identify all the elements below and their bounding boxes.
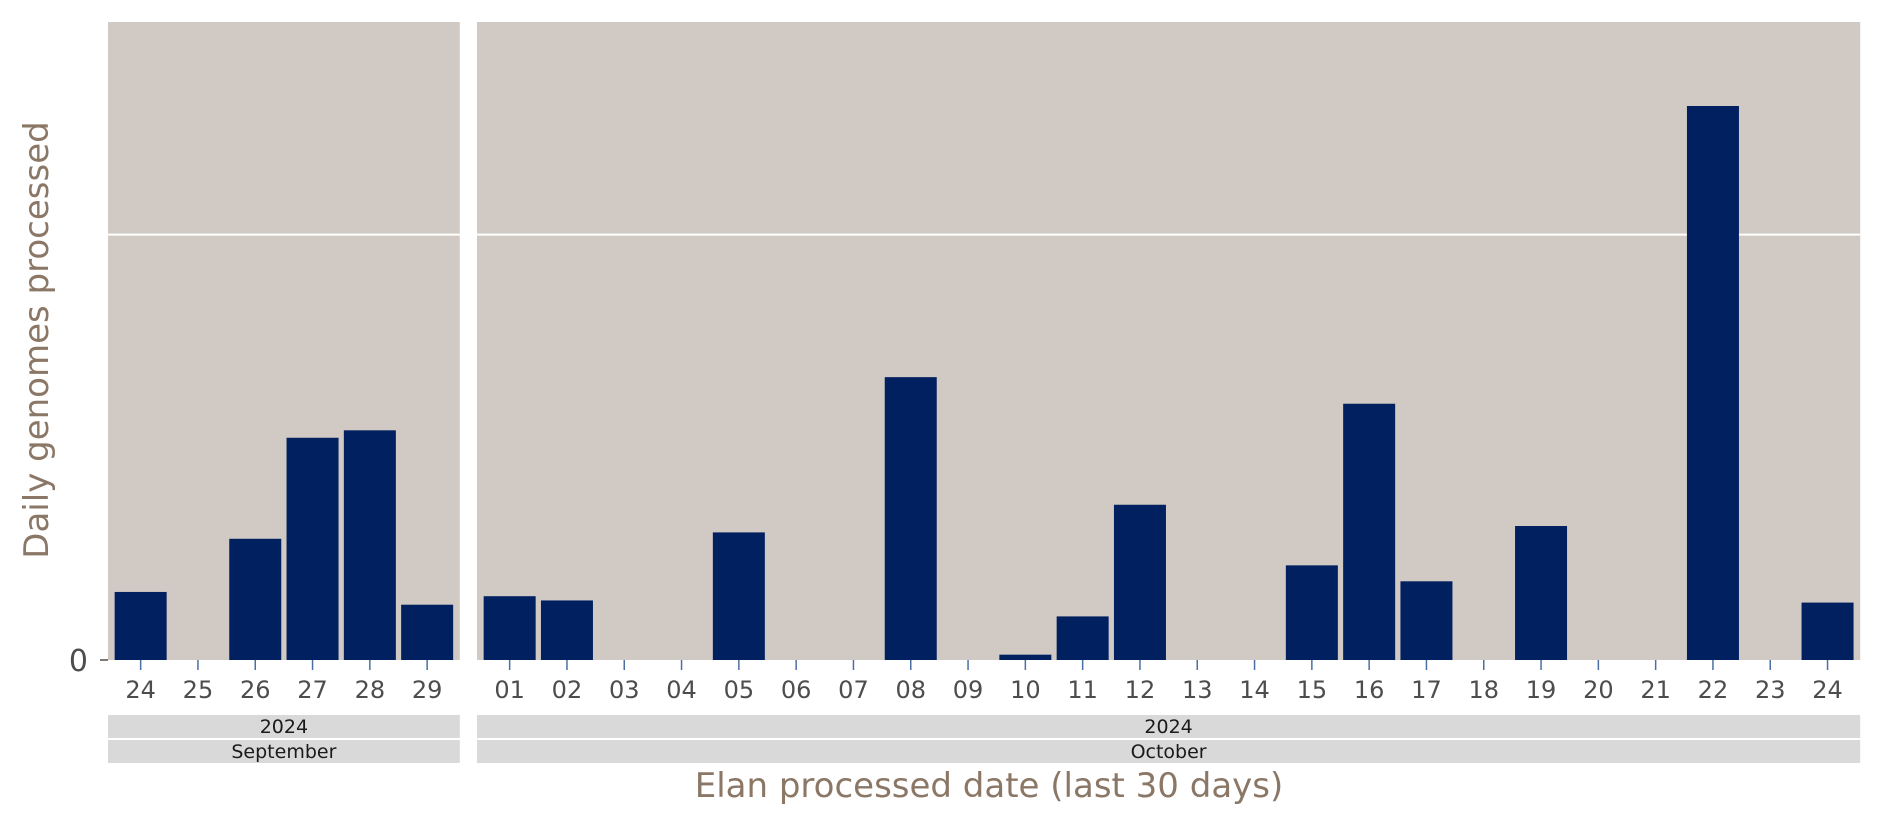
x-tick-label: 01: [494, 676, 525, 704]
strip-month: [108, 740, 460, 763]
strip-year: [108, 715, 460, 738]
bar: [1056, 616, 1109, 660]
bar: [1113, 504, 1166, 660]
x-tick-label: 07: [838, 676, 869, 704]
x-tick-label: 28: [355, 676, 386, 704]
x-tick-label: 18: [1468, 676, 1499, 704]
bar: [1801, 602, 1854, 660]
x-tick-label: 22: [1698, 676, 1729, 704]
bar: [114, 591, 167, 660]
x-tick-label: 24: [1812, 676, 1843, 704]
strip-year-label: 2024: [260, 716, 308, 738]
bar: [884, 377, 937, 660]
x-tick-label: 23: [1755, 676, 1786, 704]
bar: [343, 430, 396, 660]
x-tick-label: 14: [1239, 676, 1270, 704]
bar: [1400, 581, 1453, 660]
x-axis-title: Elan processed date (last 30 days): [695, 766, 1284, 806]
y-axis-title: Daily genomes processed: [17, 121, 57, 558]
x-tick-label: 27: [297, 676, 328, 704]
bar: [1515, 526, 1568, 660]
panel-background: [477, 22, 1861, 660]
x-tick-label: 19: [1526, 676, 1557, 704]
x-tick-label: 20: [1583, 676, 1614, 704]
x-tick-label: 10: [1010, 676, 1041, 704]
panel-background: [108, 22, 460, 660]
strip-year-label: 2024: [1144, 716, 1192, 738]
x-tick-label: 21: [1640, 676, 1671, 704]
x-tick-label: 26: [240, 676, 271, 704]
x-tick-label: 02: [552, 676, 583, 704]
bar: [1285, 565, 1338, 660]
x-tick-label: 03: [609, 676, 640, 704]
x-tick-label: 05: [724, 676, 755, 704]
panel-september: 24 25 26 27 28 29 2024 September: [108, 22, 460, 763]
x-tick-label: 13: [1182, 676, 1213, 704]
strip-month-label: September: [231, 741, 336, 763]
y-tick-label: 0: [69, 644, 88, 679]
x-tick-label: 08: [895, 676, 926, 704]
bar: [483, 596, 536, 660]
bar: [1686, 106, 1739, 660]
bar: [229, 538, 282, 660]
bar: [401, 604, 454, 660]
bar: [712, 532, 765, 660]
x-tick-label: 17: [1411, 676, 1442, 704]
bar: [1343, 403, 1396, 660]
strip-month-label: October: [1131, 741, 1207, 763]
x-tick-label: 15: [1297, 676, 1328, 704]
x-tick-label: 16: [1354, 676, 1385, 704]
bar: [286, 437, 339, 660]
x-tick-label: 24: [125, 676, 156, 704]
x-tick-label: 11: [1067, 676, 1098, 704]
x-tick-label: 12: [1125, 676, 1156, 704]
x-tick-label: 04: [666, 676, 697, 704]
strip-month: [477, 740, 1861, 763]
x-tick-label: 29: [412, 676, 443, 704]
x-tick-label: 06: [781, 676, 812, 704]
strip-year: [477, 715, 1861, 738]
bar: [540, 600, 593, 660]
x-tick-label: 25: [183, 676, 214, 704]
x-tick-label: 09: [953, 676, 984, 704]
bar: [999, 654, 1052, 660]
panel-october: 01 02 03 04 05 06 07 08 09 10 11 12 13 14 15 16 17 18 19 20…: [477, 22, 1861, 763]
